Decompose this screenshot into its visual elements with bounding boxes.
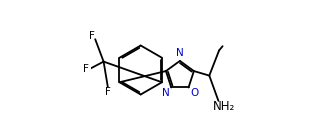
Text: F: F [105, 87, 111, 97]
Text: N: N [176, 47, 184, 58]
Text: F: F [83, 64, 89, 74]
Text: F: F [89, 31, 95, 41]
Text: NH₂: NH₂ [213, 100, 235, 113]
Text: O: O [190, 88, 198, 98]
Text: N: N [162, 88, 170, 98]
